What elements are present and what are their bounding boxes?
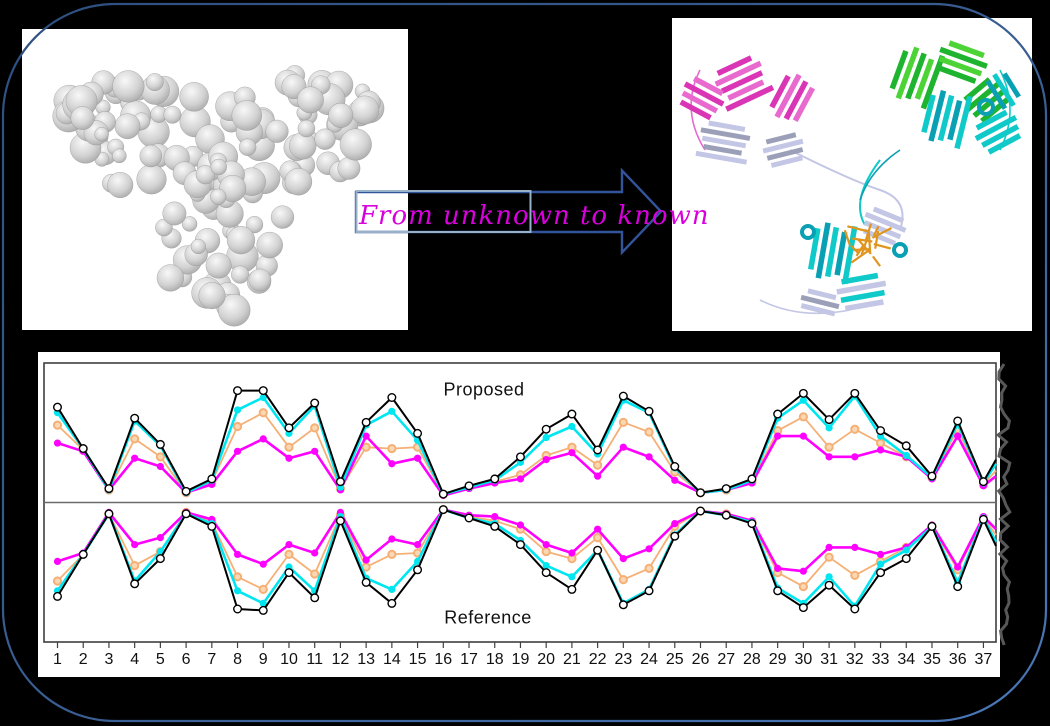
squiggle-line: [995, 363, 1012, 646]
svg-text:10: 10: [280, 651, 298, 668]
svg-text:14: 14: [383, 651, 401, 668]
proposed-label: Proposed: [443, 379, 525, 400]
svg-text:16: 16: [434, 651, 452, 668]
svg-text:34: 34: [897, 651, 915, 668]
svg-text:25: 25: [666, 651, 684, 668]
svg-text:29: 29: [769, 651, 787, 668]
svg-text:26: 26: [692, 651, 710, 668]
svg-text:18: 18: [486, 651, 504, 668]
svg-text:22: 22: [589, 651, 607, 668]
svg-text:24: 24: [640, 651, 658, 668]
svg-text:13: 13: [357, 651, 375, 668]
svg-text:20: 20: [537, 651, 555, 668]
svg-text:27: 27: [717, 651, 735, 668]
svg-text:31: 31: [820, 651, 838, 668]
svg-text:28: 28: [743, 651, 761, 668]
svg-text:33: 33: [872, 651, 890, 668]
transition-label: From unknown to known: [358, 201, 709, 231]
svg-text:17: 17: [460, 651, 478, 668]
svg-text:19: 19: [512, 651, 530, 668]
svg-text:6: 6: [182, 651, 191, 668]
transition-arrow: From unknown to known: [354, 167, 708, 256]
svg-text:12: 12: [332, 651, 350, 668]
svg-text:8: 8: [233, 651, 242, 668]
mirror-chart-panel: 1 2 3 4 5 6 7 8 9 10 11 12 13 14 15 16 17 18 19 20 21 22 23 24 2…: [38, 352, 1000, 677]
svg-text:36: 36: [949, 651, 967, 668]
svg-text:21: 21: [563, 651, 581, 668]
svg-text:2: 2: [79, 651, 88, 668]
svg-text:32: 32: [846, 651, 864, 668]
svg-text:9: 9: [259, 651, 268, 668]
ribbon-model-panel: [672, 18, 1032, 331]
svg-text:5: 5: [156, 651, 165, 668]
svg-text:11: 11: [306, 651, 323, 668]
svg-text:7: 7: [207, 651, 216, 668]
reference-label: Reference: [444, 607, 532, 628]
svg-text:4: 4: [130, 651, 139, 668]
svg-text:30: 30: [794, 651, 812, 668]
antibody-ribbon-image: [679, 40, 1022, 317]
svg-text:35: 35: [923, 651, 941, 668]
torn-edge-squiggle: [995, 363, 1012, 646]
svg-text:15: 15: [409, 651, 427, 668]
svg-text:23: 23: [614, 651, 632, 668]
svg-text:1: 1: [53, 651, 62, 668]
svg-text:3: 3: [104, 651, 113, 668]
